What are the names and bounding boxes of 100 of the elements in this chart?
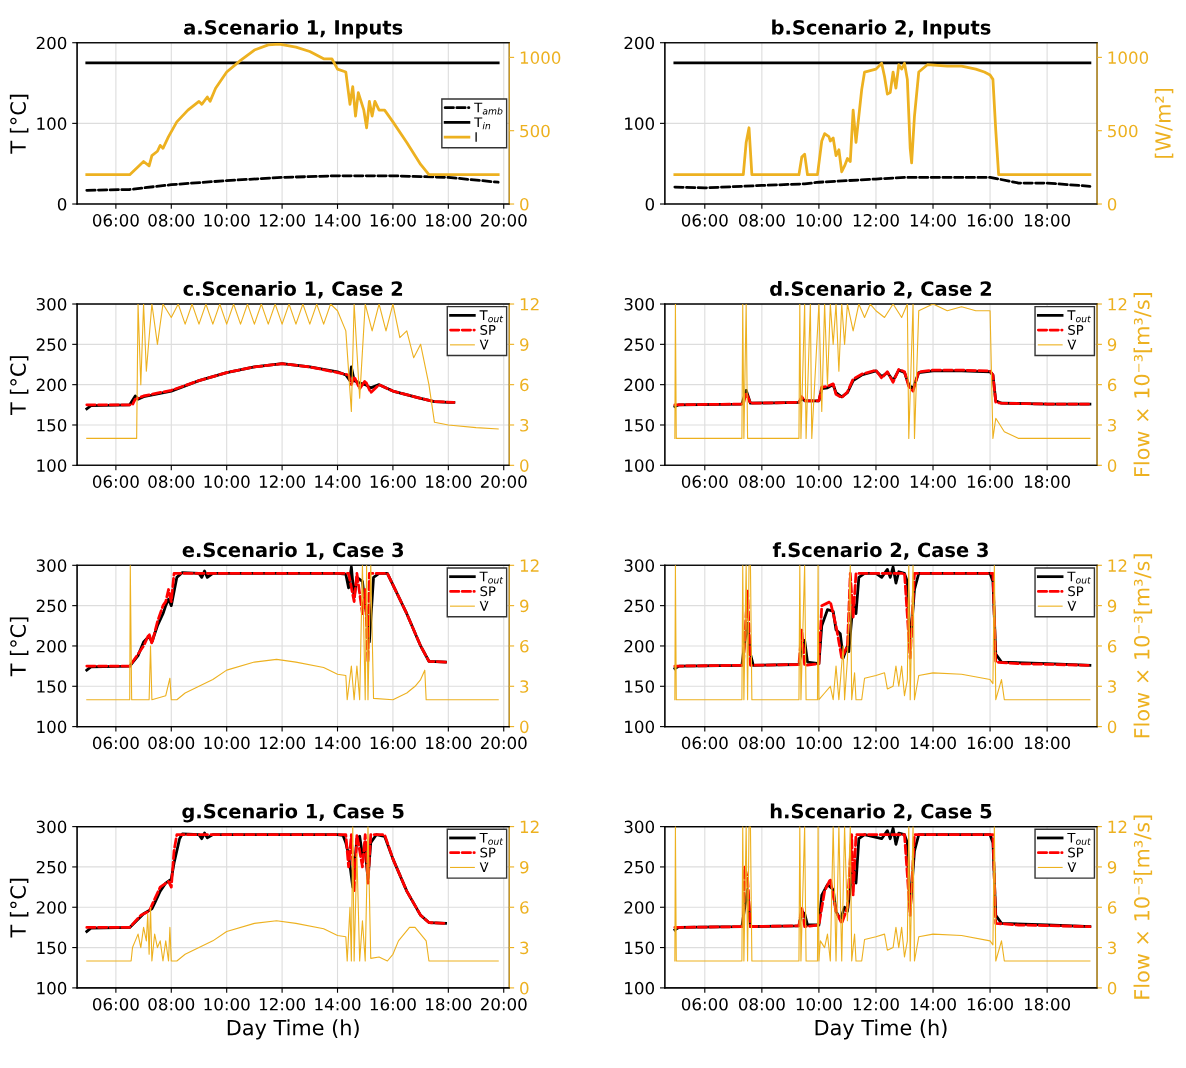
y-tick-label: 250 xyxy=(624,338,655,351)
y-tick-label: 100 xyxy=(37,720,67,734)
x-tick-label: 16:00 xyxy=(967,475,1013,488)
x-tick-label: 06:00 xyxy=(92,736,139,750)
y2-tick-label: 0 xyxy=(520,459,529,472)
y2-tick-label: 1000 xyxy=(1108,51,1149,64)
y-axis-title: T [°C] xyxy=(9,878,29,938)
chart-title: f.Scenario 2, Case 3 xyxy=(772,542,988,560)
legend-label: V̇ xyxy=(479,862,489,873)
legend-label: V̇ xyxy=(1067,339,1077,350)
x-tick-label: 14:00 xyxy=(910,475,956,488)
chart-title: a.Scenario 1, Inputs xyxy=(184,19,403,39)
x-tick-label: 10:00 xyxy=(796,214,842,227)
x-tick-label: 12:00 xyxy=(259,736,306,750)
y-tick-label: 200 xyxy=(624,901,655,914)
y2-tick-label: 3 xyxy=(1108,418,1117,432)
legend-label: T$_{out}$ xyxy=(479,571,504,584)
x-tick-label: 10:00 xyxy=(204,214,250,227)
x-tick-label: 08:00 xyxy=(738,736,785,750)
y2-axis-title: Flow × 10⁻³[m³/s] xyxy=(1133,815,1153,999)
x-tick-label: 08:00 xyxy=(738,214,785,227)
x-tick-label: 20:00 xyxy=(480,475,527,488)
legend-label: T$_{out}$ xyxy=(479,832,504,845)
x-tick-label: 16:00 xyxy=(370,997,416,1011)
x-tick-label: 16:00 xyxy=(967,997,1013,1011)
y-tick-label: 250 xyxy=(36,599,67,613)
y2-tick-label: 1000 xyxy=(520,51,561,64)
y2-tick-label: 9 xyxy=(1107,338,1117,351)
x-tick-label: 12:00 xyxy=(853,736,899,750)
chart-title: h.Scenario 2, Case 5 xyxy=(770,803,992,822)
x-tick-label: 12:00 xyxy=(259,475,306,488)
x-tick-label: 20:00 xyxy=(480,736,527,750)
x-tick-label: 12:00 xyxy=(259,214,306,227)
x-tick-label: 10:00 xyxy=(204,475,250,488)
y-tick-label: 250 xyxy=(624,860,655,874)
y2-tick-label: 12 xyxy=(520,559,539,572)
x-tick-label: 10:00 xyxy=(204,736,250,750)
chart-title: e.Scenario 1, Case 3 xyxy=(182,542,404,560)
y-tick-label: 100 xyxy=(37,117,67,130)
y-tick-label: 200 xyxy=(36,36,67,50)
legend-label: SP xyxy=(480,586,496,597)
y-axis-title: T [°C] xyxy=(9,94,29,154)
y2-tick-label: 6 xyxy=(1107,901,1117,914)
legend-label: T$_{out}$ xyxy=(479,310,504,323)
y2-tick-label: 12 xyxy=(520,820,539,833)
y2-tick-label: 9 xyxy=(1107,860,1117,874)
y2-tick-label: 12 xyxy=(520,297,539,311)
y-tick-label: 300 xyxy=(624,820,655,834)
y2-tick-label: 6 xyxy=(520,901,529,914)
x-tick-label: 10:00 xyxy=(796,475,842,488)
legend-label: T$_{amb}$ xyxy=(474,102,503,115)
x-tick-label: 14:00 xyxy=(315,997,361,1011)
legend-label: SP xyxy=(1068,324,1084,335)
line-series xyxy=(673,176,1092,190)
y2-tick-label: 12 xyxy=(1108,559,1127,572)
x-axis-title: Day Time (h) xyxy=(815,1019,947,1040)
y2-tick-label: 3 xyxy=(520,418,529,432)
x-tick-label: 12:00 xyxy=(853,214,899,227)
legend-label: SP xyxy=(480,847,496,858)
legend-label: SP xyxy=(1068,586,1084,597)
x-tick-label: 14:00 xyxy=(315,475,361,488)
x-tick-label: 14:00 xyxy=(910,736,956,750)
x-tick-label: 14:00 xyxy=(315,214,361,227)
y2-tick-label: 0 xyxy=(520,981,529,995)
x-tick-label: 12:00 xyxy=(259,997,306,1011)
y-tick-label: 150 xyxy=(625,418,655,432)
x-tick-label: 16:00 xyxy=(370,475,416,488)
chart-title: c.Scenario 1, Case 2 xyxy=(183,280,403,299)
y2-tick-label: 6 xyxy=(520,639,529,653)
x-tick-label: 18:00 xyxy=(1024,997,1071,1011)
y-tick-label: 100 xyxy=(37,981,67,995)
legend-label: T$_{out}$ xyxy=(1067,310,1091,323)
y2-tick-label: 500 xyxy=(520,124,550,138)
legend-label: T$_{out}$ xyxy=(1067,571,1091,584)
y2-tick-label: 6 xyxy=(1107,639,1117,653)
y2-tick-label: 0 xyxy=(520,720,529,734)
y2-tick-label: 6 xyxy=(1107,378,1117,392)
x-tick-label: 18:00 xyxy=(1024,736,1071,750)
x-tick-label: 12:00 xyxy=(853,475,899,488)
legend-label: V̇ xyxy=(479,600,489,611)
legend-label: V̇ xyxy=(479,339,489,350)
y-tick-label: 300 xyxy=(36,559,67,572)
x-tick-label: 16:00 xyxy=(967,736,1013,750)
y2-tick-label: 12 xyxy=(1108,297,1127,311)
legend-label: I xyxy=(475,132,477,142)
y2-tick-label: 9 xyxy=(1107,599,1117,613)
y-axis-title: T [°C] xyxy=(9,617,29,677)
x-tick-label: 18:00 xyxy=(1024,475,1071,488)
y-tick-label: 200 xyxy=(36,901,67,914)
chart-title: d.Scenario 2, Case 2 xyxy=(770,280,992,299)
y-tick-label: 250 xyxy=(624,599,655,613)
x-tick-label: 16:00 xyxy=(967,214,1013,227)
y2-axis-title: Flow × 10⁻³[m³/s] xyxy=(1133,554,1153,738)
x-axis-title: Day Time (h) xyxy=(227,1019,359,1040)
x-tick-label: 08:00 xyxy=(148,997,195,1011)
legend-label: V̇ xyxy=(1067,600,1077,611)
y-tick-label: 200 xyxy=(624,36,655,50)
y-axis-title: T [°C] xyxy=(9,356,29,416)
legend-label: T$_{in}$ xyxy=(474,117,491,130)
y2-axis-title: [W/m²] xyxy=(1154,88,1174,158)
